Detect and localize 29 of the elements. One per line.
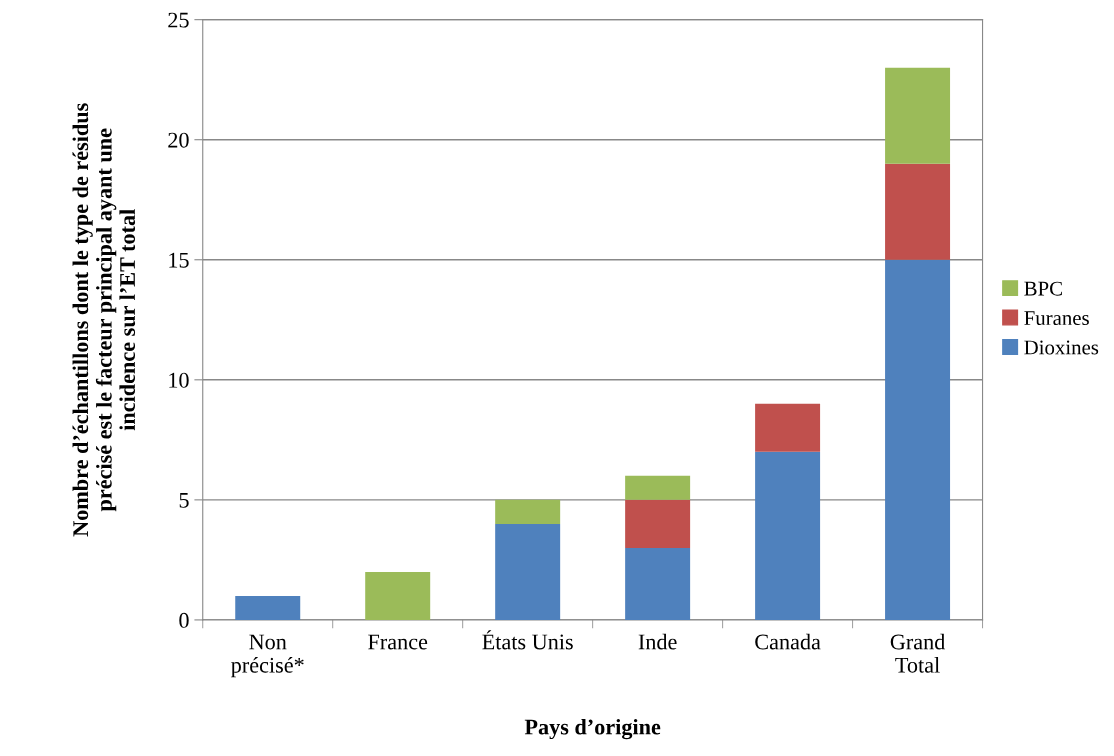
bar [885,163,951,260]
legend-label: Dioxines [1024,340,1099,355]
x-tick-label: Inde [638,633,677,650]
x-axis-title: Pays d’origine [524,718,661,740]
y-tick-label: 25 [168,12,189,28]
x-tick-label: États Unis [482,630,573,650]
x-tick-label: France [368,634,428,650]
bar [625,475,691,500]
y-tick-label: 0 [179,612,189,628]
y-tick-label: 10 [169,372,189,388]
bar [755,403,821,452]
y-tick-label: 15 [169,252,189,268]
x-tick-label: Canada [755,633,821,650]
bar [885,259,951,620]
bar [625,499,691,548]
bar [755,451,821,620]
y-tick-label: 20 [168,132,189,148]
y-tick-label: 5 [179,493,189,508]
bar [495,523,561,620]
legend-label: BPC [1024,281,1062,296]
bar [625,547,691,620]
x-tick-label: Non précisé* [231,634,304,678]
legend-label: Furanes [1024,311,1089,326]
y-axis-title: Nombre d’échantillons dont le type de résidus précisé est le facteur principal ayant une incidence sur l’ET total [72,103,136,537]
bar [235,595,301,620]
x-tick-label: Grand Total [890,633,946,673]
bar [885,67,951,164]
bar [365,571,431,620]
bar [495,499,561,524]
